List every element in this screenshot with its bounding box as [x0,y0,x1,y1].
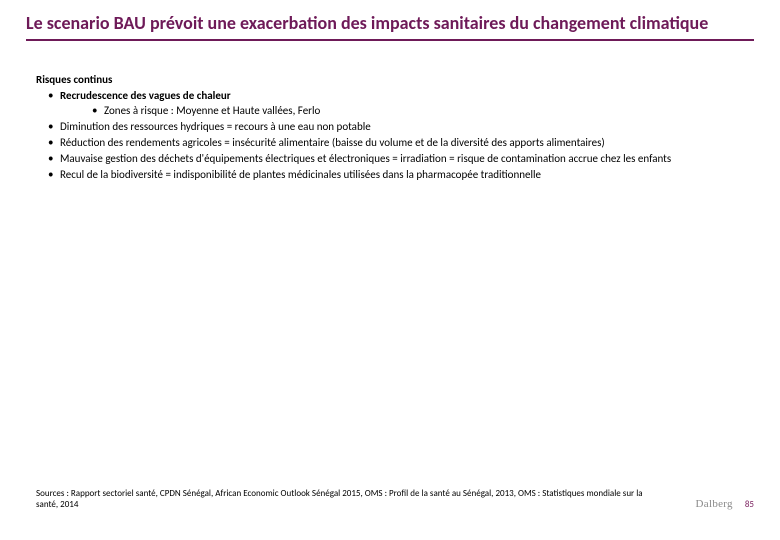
content-area: Risques continus Recrudescence des vague… [26,45,754,183]
sub-bullet-item: Zones à risque : Moyenne et Haute vallée… [60,104,748,119]
logo: Dalberg [696,498,733,510]
bullet-list: Recrudescence des vagues de chaleur Zones… [36,89,748,182]
bullet-text: Recrudescence des vagues de chaleur [60,89,231,102]
sub-bullet-text: Zones à risque : Moyenne et Haute vallée… [104,104,320,117]
bullet-text: Mauvaise gestion des déchets d'équipemen… [60,152,671,165]
section-heading: Risques continus [36,73,748,88]
sub-bullet-list: Zones à risque : Moyenne et Haute vallée… [60,104,748,119]
bullet-item: Recul de la biodiversité = indisponibili… [36,168,748,183]
title-rule [26,39,754,41]
footer-right: Dalberg 85 [696,498,754,510]
sources-text: Sources : Rapport sectoriel santé, CPDN … [36,488,656,511]
bullet-item: Réduction des rendements agricoles = ins… [36,136,748,151]
bullet-text: Recul de la biodiversité = indisponibili… [60,168,541,181]
bullet-text: Diminution des ressources hydriques = re… [60,120,371,133]
slide: Le scenario BAU prévoit une exacerbation… [0,0,780,540]
bullet-item: Recrudescence des vagues de chaleur Zones… [36,89,748,119]
title-block: Le scenario BAU prévoit une exacerbation… [26,12,754,41]
page-number: 85 [745,499,754,510]
slide-title: Le scenario BAU prévoit une exacerbation… [26,12,754,35]
bullet-item: Mauvaise gestion des déchets d'équipemen… [36,152,748,167]
footer: Sources : Rapport sectoriel santé, CPDN … [36,488,754,511]
bullet-text: Réduction des rendements agricoles = ins… [60,136,605,149]
bullet-item: Diminution des ressources hydriques = re… [36,120,748,135]
